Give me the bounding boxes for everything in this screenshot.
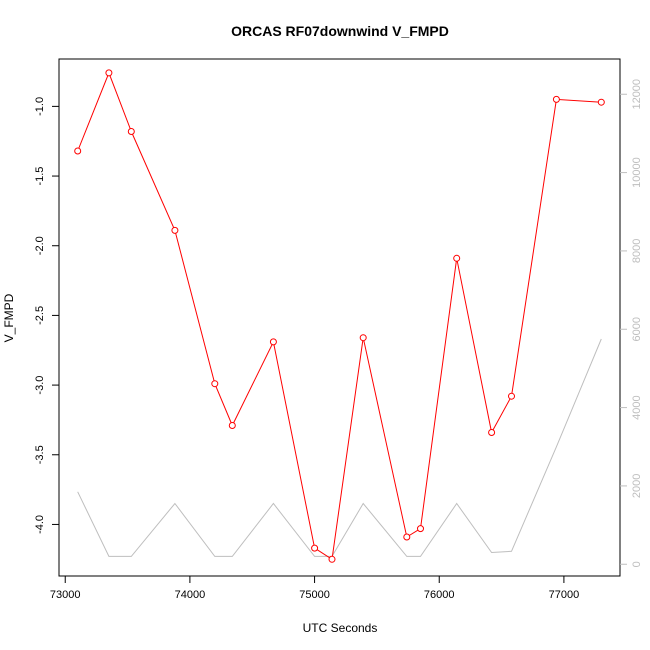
y-tick-label-right: 10000 bbox=[631, 157, 643, 188]
y-tick-label-right: 0 bbox=[631, 561, 643, 567]
x-axis: 73000 74000 75000 76000 77000 bbox=[50, 576, 579, 601]
data-point bbox=[488, 429, 496, 436]
data-point bbox=[127, 128, 135, 135]
data-point bbox=[228, 422, 236, 429]
y-axis-label: V_FMPD bbox=[2, 293, 16, 342]
y-tick-label-left: -3.5 bbox=[34, 445, 46, 464]
secondary-series bbox=[77, 338, 602, 557]
y-tick-label-left: -1.0 bbox=[34, 97, 46, 116]
x-tick-label: 73000 bbox=[50, 589, 81, 601]
y-axis-left: -4.0 -3.5 -3.0 -2.5 -2.0 -1.5 -1.0 bbox=[34, 97, 59, 534]
data-point bbox=[552, 95, 560, 103]
y-tick-label-left: -2.5 bbox=[34, 306, 46, 325]
data-point bbox=[105, 69, 113, 77]
data-point bbox=[508, 392, 515, 400]
plot-frame bbox=[58, 58, 621, 577]
x-tick-label: 76000 bbox=[424, 589, 455, 601]
data-point bbox=[311, 544, 319, 552]
x-tick-label: 74000 bbox=[175, 589, 206, 601]
data-point bbox=[328, 555, 336, 563]
y-tick-label-right: 12000 bbox=[631, 79, 643, 110]
data-point bbox=[211, 380, 219, 388]
x-tick-label: 75000 bbox=[299, 589, 330, 601]
primary-series-line bbox=[77, 71, 602, 561]
data-point bbox=[74, 147, 82, 155]
data-point bbox=[453, 254, 461, 262]
y-tick-label-right: 6000 bbox=[631, 317, 643, 341]
y-tick-label-left: -3.0 bbox=[34, 376, 46, 395]
chart-title: ORCAS RF07downwind V_FMPD bbox=[231, 23, 449, 39]
x-tick-label: 77000 bbox=[549, 589, 580, 601]
y-tick-label-right: 4000 bbox=[631, 395, 643, 419]
x-axis-label: UTC Seconds bbox=[303, 621, 378, 635]
data-point bbox=[359, 334, 367, 342]
y-axis-right: 0 2000 4000 6000 8000 10000 12000 bbox=[620, 79, 643, 567]
y-tick-label-left: -1.5 bbox=[34, 167, 46, 186]
y-tick-label-right: 8000 bbox=[631, 239, 643, 263]
data-point bbox=[403, 533, 411, 541]
secondary-series-line bbox=[77, 338, 602, 557]
y-tick-label-right: 2000 bbox=[631, 474, 643, 498]
data-point bbox=[597, 98, 605, 106]
data-point bbox=[269, 338, 277, 346]
y-tick-label-left: -2.0 bbox=[34, 236, 46, 255]
primary-series bbox=[74, 69, 605, 563]
y-tick-label-left: -4.0 bbox=[34, 515, 46, 534]
data-point bbox=[171, 226, 179, 234]
data-point bbox=[417, 525, 424, 533]
